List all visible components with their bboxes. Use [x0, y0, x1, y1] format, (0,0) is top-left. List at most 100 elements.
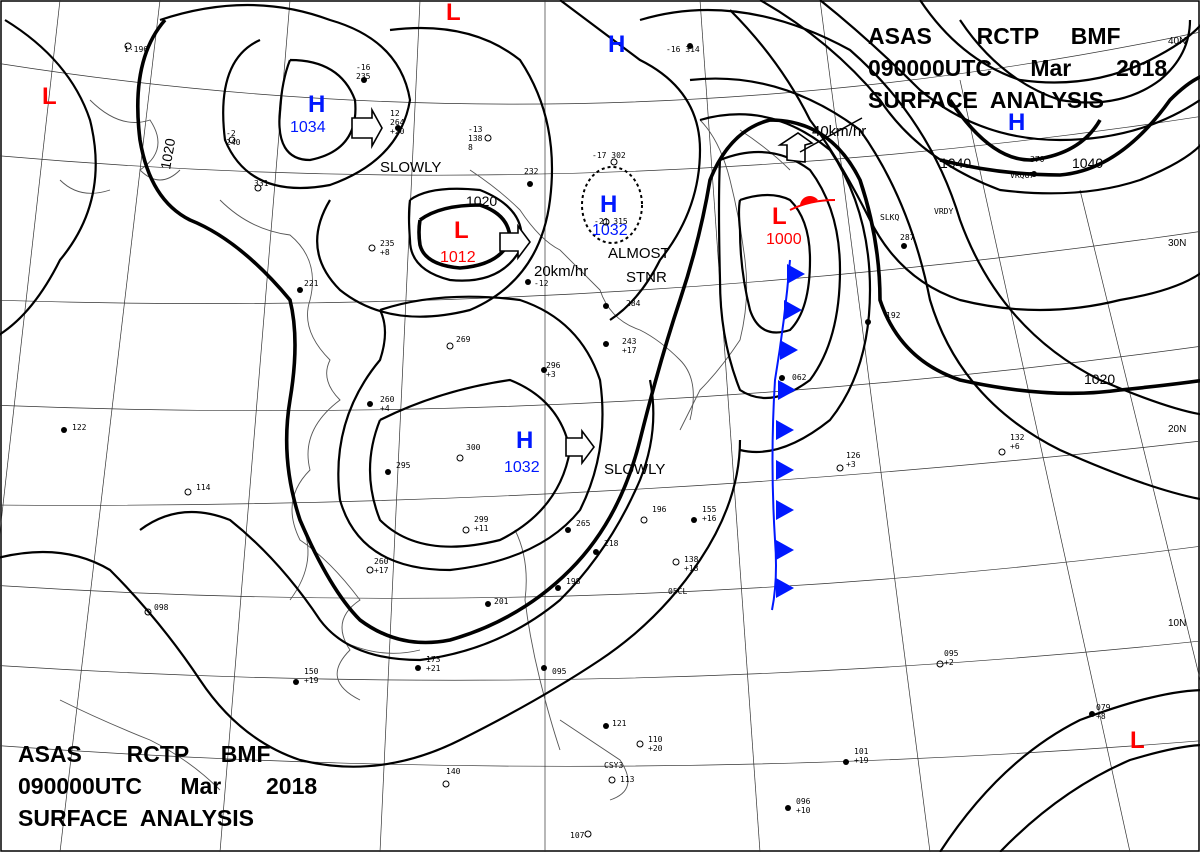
station-plot: -12	[525, 279, 549, 288]
station-plot: 098	[144, 603, 169, 616]
svg-text:284: 284	[626, 299, 641, 308]
station-plot: 196	[640, 505, 667, 524]
latitude-label-30n: 30N	[1168, 238, 1186, 249]
coastline	[59, 699, 221, 791]
isobar	[919, 0, 1200, 84]
svg-text:299+11: 299 +11	[474, 515, 489, 533]
motion-label-40kmhr: 40km/hr	[812, 123, 866, 140]
svg-text:132+6: 132 +6	[1010, 433, 1025, 451]
svg-text:243+17: 243 +17	[622, 337, 637, 355]
svg-text:138+18: 138 +18	[684, 555, 699, 573]
svg-text:1·196: 1·196	[124, 45, 148, 54]
station-plot: -16 314	[666, 43, 700, 54]
isobar	[368, 378, 572, 548]
svg-text:269: 269	[456, 335, 471, 344]
high-pressure-1034-value: 1034	[290, 119, 326, 136]
station-plot: 110 +20	[636, 735, 663, 753]
high-pressure-1034-letter: H	[308, 91, 325, 118]
svg-text:260+4: 260 +4	[380, 395, 395, 413]
low-pressure-west-letter: L	[42, 83, 57, 110]
svg-text:370: 370	[1030, 155, 1045, 164]
station-plot: 232	[524, 167, 539, 187]
svg-text:192: 192	[886, 311, 901, 320]
low-pressure-1000-value: 1000	[766, 231, 802, 248]
isobar	[729, 9, 1200, 312]
front-triangle	[776, 540, 794, 560]
svg-text:221: 221	[304, 279, 319, 288]
low-pressure-1000-letter: L	[772, 203, 787, 230]
svg-text:079+8: 079 +8	[1096, 703, 1111, 721]
low-pressure-southeast-letter: L	[1130, 727, 1145, 754]
isobar	[737, 193, 812, 334]
high-pressure-1032-sea-letter: H	[600, 191, 617, 218]
isobar-1040	[939, 75, 1200, 177]
station-plot: 295	[385, 461, 411, 475]
svg-text:101+19: 101 +19	[854, 747, 869, 765]
meridian	[219, 0, 291, 852]
svg-text:113: 113	[620, 775, 635, 784]
station-plot: 265	[565, 519, 591, 533]
svg-text:265: 265	[576, 519, 591, 528]
station-plot: 218	[593, 539, 619, 555]
low-pressure-1012-letter: L	[454, 217, 469, 244]
header-line3-top: SURFACE ANALYSIS	[868, 87, 1104, 113]
isobar	[337, 295, 604, 572]
station-plot: 296 +3	[541, 361, 561, 379]
svg-text:295: 295	[396, 461, 411, 470]
isobar-label-1020: 1020	[1084, 371, 1115, 387]
isobar	[0, 19, 97, 336]
station-plot: 12 264 +20	[390, 109, 405, 136]
station-plot: 299 +11	[462, 515, 489, 534]
isobar	[699, 113, 872, 454]
high-pressure-east-letter: H	[1008, 109, 1025, 136]
svg-text:260+17: 260 +17	[374, 557, 389, 575]
isobar	[939, 689, 1200, 852]
high-pressure-1032-china-letter: H	[516, 427, 533, 454]
station-plot: 155 +16	[691, 505, 717, 523]
svg-text:110+20: 110 +20	[648, 735, 663, 753]
warm-front	[789, 195, 836, 211]
station-plot: 198	[555, 577, 581, 591]
coastline-korea	[469, 169, 694, 421]
motion-arrows	[351, 106, 814, 466]
station-plot: 122	[61, 423, 87, 433]
svg-text:296+3: 296 +3	[546, 361, 561, 379]
svg-text:121: 121	[612, 719, 627, 728]
station-plot: 243 +17	[603, 337, 637, 355]
svg-text:114: 114	[196, 483, 211, 492]
station-id: VRQG7	[1010, 171, 1034, 180]
warm-front-semicircle	[800, 195, 818, 206]
isobar	[689, 77, 1200, 501]
station-plot: 331	[254, 179, 269, 192]
low-pressure-top-letter: L	[446, 0, 461, 26]
isobar-label-1020: 1020	[157, 137, 178, 171]
svg-text:-16 314: -16 314	[666, 45, 700, 54]
svg-text:198: 198	[566, 577, 581, 586]
station-plots: 1·196 -16 235 12 264 +20 -13 138 8 -17 302 -1…	[61, 42, 1111, 840]
station-plot: -2 240	[226, 129, 241, 147]
motion-arrow	[351, 106, 383, 150]
station-plot: 062	[779, 373, 807, 382]
station-plot: 114	[184, 483, 211, 496]
station-plot: 079 +8	[1089, 703, 1111, 721]
svg-text:232: 232	[524, 167, 539, 176]
front-triangle	[776, 500, 794, 520]
svg-text:096+10: 096 +10	[796, 797, 811, 815]
latitude-label-10n: 10N	[1168, 618, 1186, 629]
front-triangle	[778, 380, 796, 400]
motion-arrow	[777, 132, 814, 163]
cold-front	[771, 259, 805, 611]
svg-text:201: 201	[494, 597, 509, 606]
svg-text:155+16: 155 +16	[702, 505, 717, 523]
isobar	[959, 19, 1192, 104]
isobar	[407, 187, 523, 282]
isobar	[316, 26, 554, 318]
station-plot: 095	[541, 665, 567, 676]
coastline	[59, 179, 111, 194]
svg-text:062: 062	[792, 373, 807, 382]
isobar	[819, 0, 1200, 142]
coastline-philippines	[514, 529, 561, 751]
